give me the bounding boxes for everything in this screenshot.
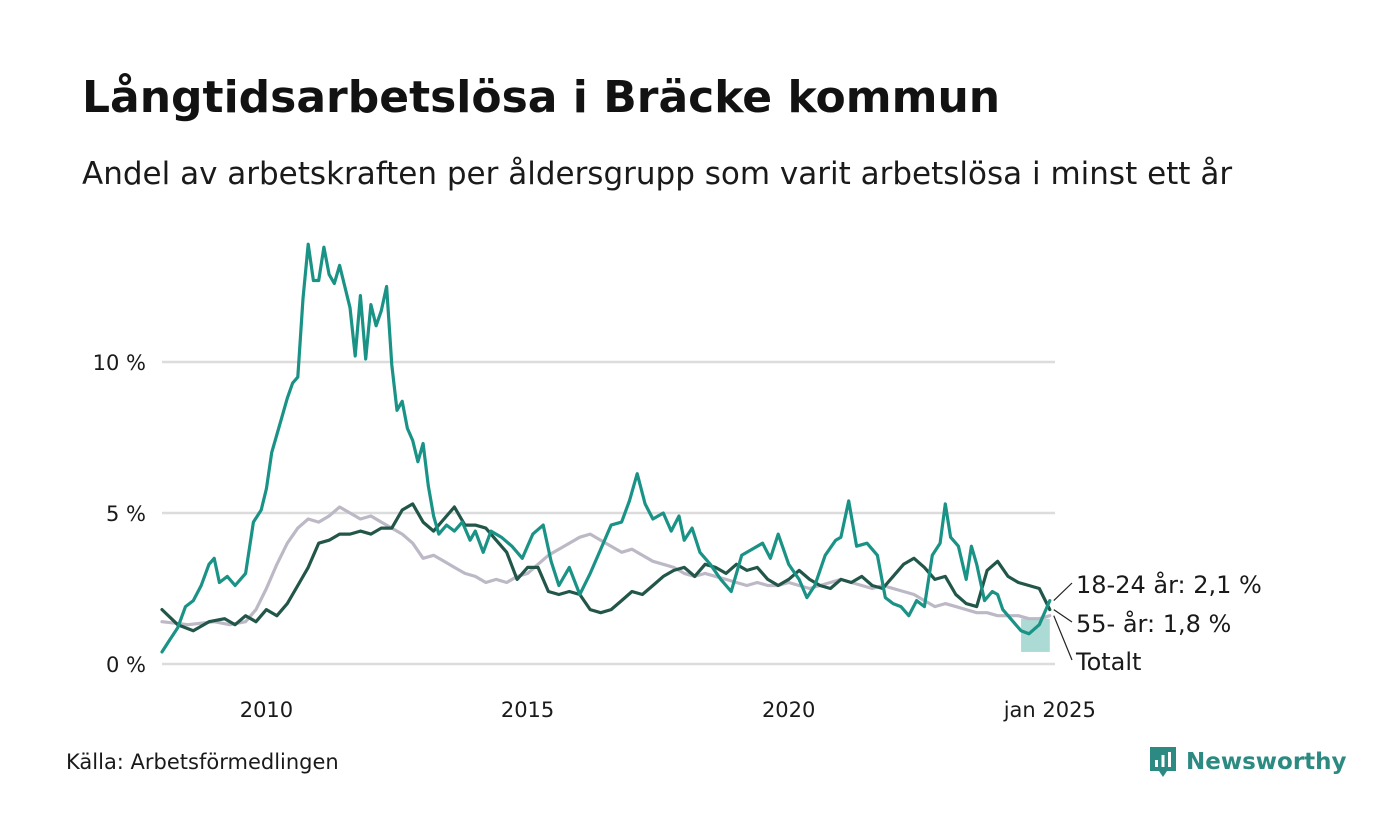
shaded-band <box>1021 618 1050 652</box>
y-axis-ticks: 0 % 5 % 10 % <box>93 351 146 677</box>
gridlines <box>162 360 1055 666</box>
y-tick-label: 5 % <box>106 502 146 526</box>
brand-name: Newsworthy <box>1186 749 1347 775</box>
series-lines <box>160 242 1052 654</box>
x-tick-label: 2020 <box>762 698 815 722</box>
series-line <box>160 505 1052 627</box>
series-end-label: Totalt <box>1075 648 1141 676</box>
newsworthy-icon <box>1150 747 1176 777</box>
series-labels: 18-24 år: 2,1 % 55- år: 1,8 % Totalt <box>1053 570 1262 676</box>
series-line <box>160 502 1052 633</box>
brand-logo: Newsworthy <box>1148 744 1347 780</box>
y-tick-label: 0 % <box>106 653 146 677</box>
y-tick-label: 10 % <box>93 351 146 375</box>
label-leader-line <box>1053 615 1073 661</box>
series-end-label: 18-24 år: 2,1 % <box>1076 570 1262 599</box>
series-line <box>160 242 1052 654</box>
x-tick-label: 2010 <box>240 698 293 722</box>
x-tick-label: jan 2025 <box>1003 698 1096 722</box>
label-leader-line <box>1053 609 1073 623</box>
series-end-label: 55- år: 1,8 % <box>1076 609 1231 638</box>
source-note: Källa: Arbetsförmedlingen <box>66 750 339 774</box>
label-leader-line <box>1053 582 1073 602</box>
chart-title: Långtidsarbetslösa i Bräcke kommun <box>82 72 1001 123</box>
x-axis-ticks: 2010 2015 2020 jan 2025 <box>240 698 1096 722</box>
x-tick-label: 2015 <box>501 698 554 722</box>
chart-subtitle: Andel av arbetskraften per åldersgrupp s… <box>82 156 1233 192</box>
